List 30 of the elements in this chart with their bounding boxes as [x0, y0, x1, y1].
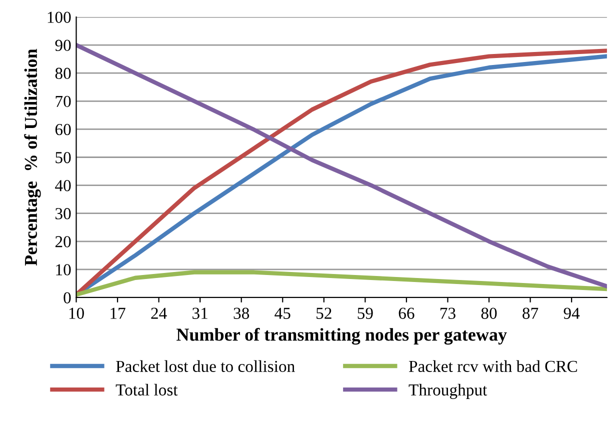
- x-tick-label: 94: [564, 308, 580, 319]
- x-tick-label: 24: [151, 308, 167, 319]
- x-tick-label: 73: [440, 308, 456, 319]
- x-tick-label: 52: [316, 308, 332, 319]
- x-tick-label: 59: [358, 308, 373, 319]
- x-tick-label: 87: [522, 308, 538, 319]
- x-tick-label: 66: [398, 308, 414, 319]
- x-tick-label: 10: [69, 308, 84, 319]
- y-tick-label: 90: [55, 40, 71, 51]
- legend-label: Packet lost due to collision: [116, 360, 295, 372]
- y-tick-label: 80: [55, 68, 71, 80]
- y-tick-label: 40: [55, 180, 71, 192]
- y-tick-label: 0: [64, 292, 71, 304]
- x-tick-label: 45: [274, 308, 290, 319]
- y-tick-label: 10: [56, 264, 71, 276]
- y-tick-label: 60: [55, 124, 71, 136]
- x-tick-label: 17: [110, 308, 126, 319]
- y-tick-label: 70: [56, 96, 71, 108]
- y-tick-label: 100: [48, 12, 71, 23]
- x-axis-title: Number of transmitting nodes per gateway: [176, 328, 507, 345]
- y-tick-label: 50: [56, 152, 71, 164]
- x-tick-label: 38: [234, 308, 250, 319]
- x-tick-label: 80: [481, 308, 497, 319]
- legend-label: Throughput: [408, 384, 488, 399]
- y-axis-title: Percentage % of Utilization: [24, 48, 41, 266]
- y-tick-label: 30: [56, 208, 71, 220]
- x-tick-label: 31: [192, 308, 208, 319]
- legend-label: Packet rcv with bad CRC: [408, 360, 577, 372]
- y-tick-label: 20: [55, 236, 71, 248]
- legend-label: Total lost: [116, 384, 178, 396]
